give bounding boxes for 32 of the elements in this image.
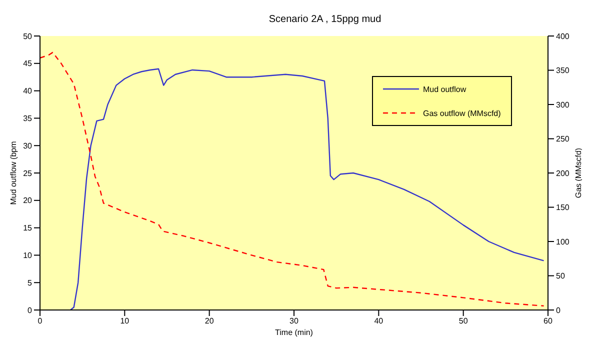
- y-axis-title: Mud outflow (bpm: [8, 140, 18, 205]
- legend-label: Mud outflow: [423, 84, 466, 94]
- y-tick-label: 35: [23, 114, 33, 124]
- y2-tick-label: 350: [556, 66, 570, 76]
- y-tick-label: 30: [23, 141, 33, 150]
- chart-title: Scenario 2A , 15ppg mud: [268, 14, 382, 25]
- y2-tick-label: 100: [556, 237, 570, 246]
- y-tick-label: 50: [23, 32, 33, 41]
- y-tick-label: 40: [23, 86, 33, 96]
- x-tick-label: 20: [204, 316, 214, 326]
- y2-tick-label: 200: [556, 168, 570, 178]
- x-tick-label: 50: [458, 316, 468, 326]
- y-tick-label: 20: [23, 196, 33, 206]
- x-tick-label: 0: [38, 316, 43, 326]
- y2-tick-label: 50: [556, 272, 566, 281]
- y2-tick-label: 250: [556, 134, 570, 144]
- x-tick-label: 30: [290, 316, 299, 326]
- x-tick-label: 10: [120, 316, 130, 326]
- y-tick-label: 0: [28, 306, 33, 315]
- x-axis-title: Time (min): [275, 328, 314, 337]
- y-tick-label: 45: [23, 59, 33, 68]
- y-tick-label: 10: [23, 251, 33, 260]
- y2-tick-label: 150: [556, 203, 570, 212]
- y2-tick-label: 300: [556, 100, 570, 110]
- x-tick-label: 60: [544, 316, 553, 326]
- y-tick-label: 15: [23, 224, 33, 233]
- y2-tick-label: 0: [556, 306, 561, 315]
- x-tick-label: 40: [374, 316, 384, 326]
- y-tick-label: 25: [23, 168, 33, 178]
- y2-tick-label: 400: [556, 32, 570, 41]
- legend-label: Gas outflow (MMscfd): [423, 108, 501, 118]
- y-tick-label: 5: [28, 278, 33, 288]
